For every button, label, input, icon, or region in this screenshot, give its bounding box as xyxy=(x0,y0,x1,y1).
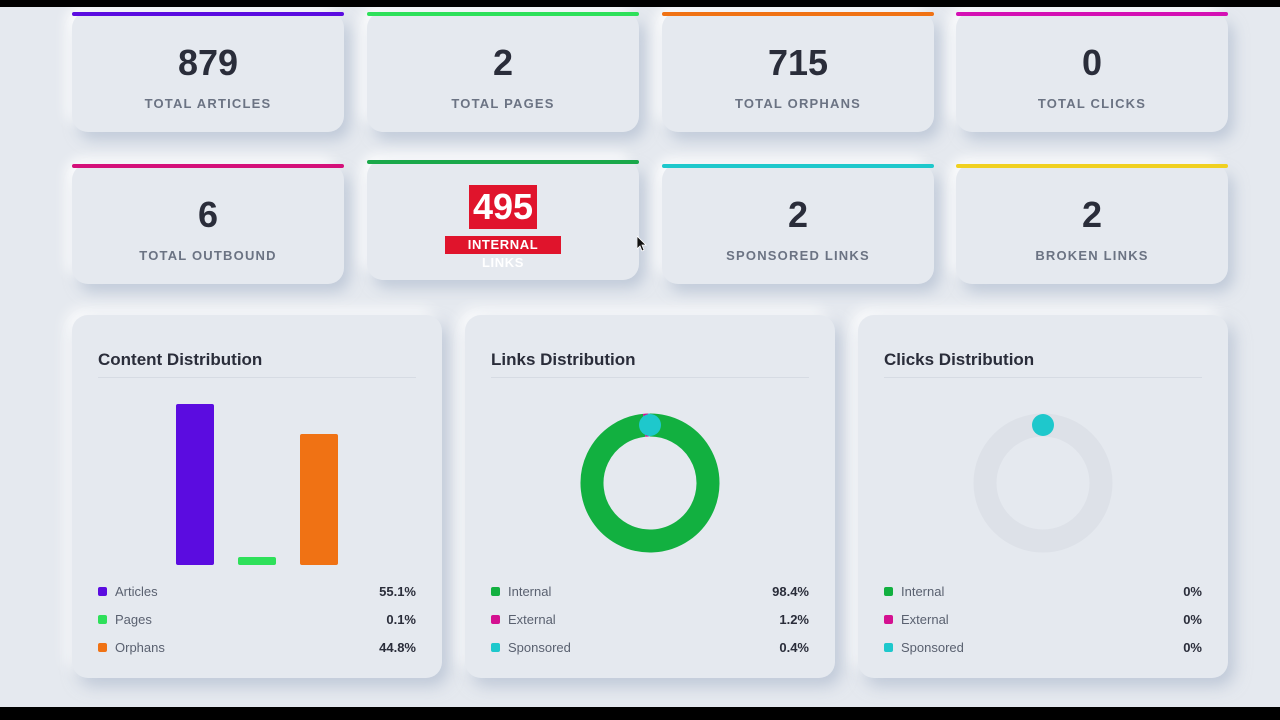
stat-label: BROKEN LINKS xyxy=(1035,248,1149,263)
legend-item-orphans[interactable]: Orphans 44.8% xyxy=(98,639,416,667)
legend-value: 55.1% xyxy=(379,584,416,599)
legend-value: 1.2% xyxy=(779,612,809,627)
legend-item-pages[interactable]: Pages 0.1% xyxy=(98,611,416,639)
stat-value: 2 xyxy=(492,42,514,83)
stat-card-accent-bar xyxy=(662,164,934,168)
donut-slice-internal xyxy=(580,413,720,553)
panel-divider xyxy=(491,377,809,378)
content-distribution-panel: Content Distribution Articles 55.1% Page… xyxy=(72,315,442,678)
legend-swatch xyxy=(884,587,893,596)
stat-value: 2 xyxy=(787,194,809,235)
stat-value: 879 xyxy=(177,42,239,83)
legend-swatch xyxy=(98,587,107,596)
stat-label: TOTAL PAGES xyxy=(451,96,555,111)
mouse-cursor-icon xyxy=(637,236,647,252)
legend-label: Sponsored xyxy=(508,640,571,655)
legend-value: 0% xyxy=(1183,640,1202,655)
clicks-donut-slices xyxy=(973,413,1113,553)
legend-label: Pages xyxy=(115,612,152,627)
legend-item-sponsored[interactable]: Sponsored 0.4% xyxy=(491,639,809,667)
legend-swatch xyxy=(491,587,500,596)
legend-label: Orphans xyxy=(115,640,165,655)
stat-card-sponsored-links[interactable]: 2 SPONSORED LINKS xyxy=(662,164,934,284)
legend-value: 44.8% xyxy=(379,640,416,655)
legend-swatch xyxy=(98,615,107,624)
donut-track xyxy=(973,413,1113,553)
legend-label: External xyxy=(901,612,949,627)
stat-label: TOTAL OUTBOUND xyxy=(139,248,277,263)
stat-card-total-clicks[interactable]: 0 TOTAL CLICKS xyxy=(956,12,1228,132)
legend-value: 0% xyxy=(1183,612,1202,627)
panel-title: Links Distribution xyxy=(491,350,636,369)
panel-title: Clicks Distribution xyxy=(884,350,1035,369)
legend-item-sponsored[interactable]: Sponsored 0% xyxy=(884,639,1202,667)
stat-label: SPONSORED LINKS xyxy=(726,248,870,263)
legend-value: 0% xyxy=(1183,584,1202,599)
donut-hover-marker xyxy=(1032,414,1054,436)
content-legend: Articles 55.1% Pages 0.1% Orphans 44.8% xyxy=(98,583,416,667)
links-legend: Internal 98.4% External 1.2% Sponsored 0… xyxy=(491,583,809,667)
legend-label: Internal xyxy=(901,584,945,599)
legend-value: 98.4% xyxy=(772,584,809,599)
legend-swatch xyxy=(884,643,893,652)
legend-value: 0.1% xyxy=(386,612,416,627)
stat-label: TOTAL ARTICLES xyxy=(144,96,272,111)
legend-swatch xyxy=(884,615,893,624)
legend-item-external[interactable]: External 0% xyxy=(884,611,1202,639)
stat-card-accent-bar xyxy=(72,164,344,168)
legend-label: Articles xyxy=(115,584,158,599)
stat-card-total-articles[interactable]: 879 TOTAL ARTICLES xyxy=(72,12,344,132)
bar-articles[interactable] xyxy=(176,404,214,565)
stat-card-accent-bar xyxy=(956,164,1228,168)
clicks-donut-chart xyxy=(973,413,1113,553)
bar-orphans[interactable] xyxy=(300,434,338,565)
donut-hover-marker xyxy=(639,414,661,436)
legend-label: Sponsored xyxy=(901,640,964,655)
content-bar-chart xyxy=(176,404,338,565)
stat-value-highlighted: 495 xyxy=(469,185,537,229)
legend-item-internal[interactable]: Internal 0% xyxy=(884,583,1202,611)
clicks-legend: Internal 0% External 0% Sponsored 0% xyxy=(884,583,1202,667)
legend-item-external[interactable]: External 1.2% xyxy=(491,611,809,639)
stat-card-accent-bar xyxy=(367,12,639,16)
stat-value: 6 xyxy=(197,194,219,235)
legend-item-internal[interactable]: Internal 98.4% xyxy=(491,583,809,611)
stat-value: 715 xyxy=(767,42,829,83)
legend-item-articles[interactable]: Articles 55.1% xyxy=(98,583,416,611)
bar-pages[interactable] xyxy=(238,557,276,565)
links-donut-slices xyxy=(580,413,720,553)
stat-value: 0 xyxy=(1081,42,1103,83)
links-distribution-panel: Links Distribution Internal 98.4% Extern… xyxy=(465,315,835,678)
dashboard: 879 TOTAL ARTICLES 2 TOTAL PAGES 715 TOT… xyxy=(0,7,1280,707)
stat-label: TOTAL CLICKS xyxy=(1037,96,1147,111)
stat-card-total-pages[interactable]: 2 TOTAL PAGES xyxy=(367,12,639,132)
stat-card-accent-bar xyxy=(367,160,639,164)
legend-swatch xyxy=(98,643,107,652)
legend-value: 0.4% xyxy=(779,640,809,655)
legend-swatch xyxy=(491,643,500,652)
stat-card-total-outbound[interactable]: 6 TOTAL OUTBOUND xyxy=(72,164,344,284)
stat-card-accent-bar xyxy=(662,12,934,16)
links-donut-chart xyxy=(580,413,720,553)
legend-label: Internal xyxy=(508,584,552,599)
stat-card-internal-links[interactable]: 495 INTERNAL LINKS xyxy=(367,160,639,280)
panel-divider xyxy=(884,377,1202,378)
stat-card-accent-bar xyxy=(72,12,344,16)
panel-title: Content Distribution xyxy=(98,350,263,369)
panel-divider xyxy=(98,377,416,378)
stat-card-broken-links[interactable]: 2 BROKEN LINKS xyxy=(956,164,1228,284)
stat-card-total-orphans[interactable]: 715 TOTAL ORPHANS xyxy=(662,12,934,132)
stat-value: 2 xyxy=(1081,194,1103,235)
stat-label: TOTAL ORPHANS xyxy=(734,96,862,111)
clicks-distribution-panel: Clicks Distribution Internal 0% External… xyxy=(858,315,1228,678)
legend-swatch xyxy=(491,615,500,624)
legend-label: External xyxy=(508,612,556,627)
stat-label-highlighted: INTERNAL LINKS xyxy=(445,236,561,270)
stat-card-accent-bar xyxy=(956,12,1228,16)
